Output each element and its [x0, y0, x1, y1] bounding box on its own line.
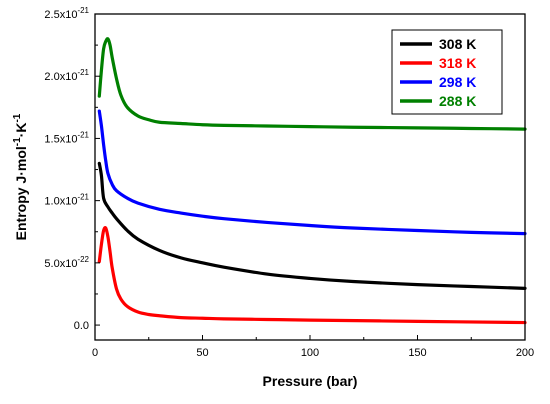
y-axis-label-sup2: -1	[12, 113, 23, 122]
legend-label: 308 K	[439, 36, 476, 52]
series-line-288k	[97, 37, 527, 131]
x-tick-label: 100	[301, 347, 319, 359]
y-axis-label-sup1: -1	[12, 137, 23, 146]
y-axis-label-main: Entropy J·mol	[13, 146, 29, 240]
ticks-layer: 0 50 100 150 2000.05.0x10-221.0x10-211.5x10-…	[44, 6, 534, 359]
legend: 308 K 318 K 298 K 288 K	[391, 29, 503, 115]
x-tick-label: 200	[516, 347, 534, 359]
y-tick-label-base: 1.0x10	[44, 196, 77, 208]
y-tick-label-base: 0.0	[74, 320, 89, 332]
y-axis-label: Entropy J·mol-1·K-1	[12, 113, 29, 240]
legend-label: 288 K	[439, 93, 476, 109]
y-tick-label-base: 2.0x10	[44, 71, 77, 83]
legend-label: 318 K	[439, 55, 476, 71]
y-tick-label-exp: -21	[77, 68, 89, 77]
y-tick-label: 1.5x10-21	[44, 130, 89, 145]
y-tick-label: 1.0x10-21	[44, 193, 89, 208]
legend-label: 298 K	[439, 74, 476, 90]
x-tick-label: 150	[408, 347, 426, 359]
y-tick-label-base: 5.0x10	[44, 258, 77, 270]
x-axis-label: Pressure (bar)	[263, 373, 358, 389]
y-axis-label-mid: ·K	[13, 123, 29, 138]
y-tick-label-exp: -21	[77, 6, 89, 15]
y-tick-label: 5.0x10-22	[44, 255, 89, 270]
y-tick-label-base: 1.5x10	[44, 133, 77, 145]
y-tick-label: 2.0x10-21	[44, 68, 89, 83]
y-tick-label: 2.5x10-21	[44, 6, 89, 21]
y-tick-label-base: 2.5x10	[44, 9, 77, 21]
series-line-318k	[97, 226, 527, 325]
y-tick-label-exp: -22	[77, 255, 89, 264]
x-tick-label: 50	[196, 347, 208, 359]
x-tick-label: 0	[92, 347, 98, 359]
series-layer	[97, 37, 527, 325]
y-tick-label-exp: -21	[77, 130, 89, 139]
series-line-298k	[97, 109, 527, 236]
series-line-308k	[97, 161, 527, 290]
y-tick-label: 0.0	[74, 320, 89, 332]
y-tick-label-exp: -21	[77, 193, 89, 202]
